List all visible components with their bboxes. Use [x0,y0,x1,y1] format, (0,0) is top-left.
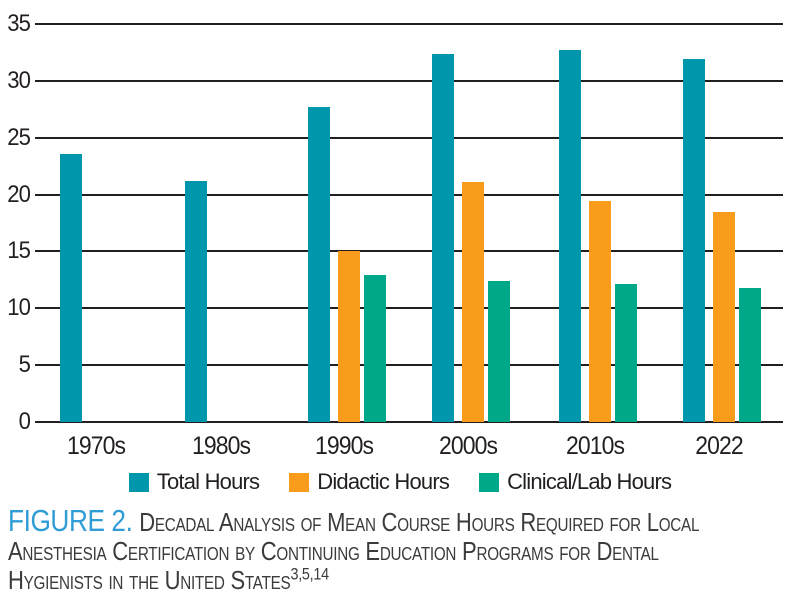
caption-text-line-2: Anesthesia Certification by Continuing E… [8,536,659,566]
bar-2022-total-hours [683,59,705,422]
caption-line-1: FIGURE 2. Decadal Analysis of Mean Course… [8,503,800,538]
bar-2010s-clinical-lab-hours [615,284,637,422]
figure-caption: FIGURE 2. Decadal Analysis of Mean Course… [8,503,800,595]
legend-swatch-icon [128,472,149,492]
y-axis-tick-5: 5 [18,351,31,378]
y-axis-tick-30: 30 [7,67,31,94]
legend-item-didactic-hours: Didactic Hours [289,469,450,495]
bar-2022-clinical-lab-hours [739,288,761,422]
chart-legend: Total Hours Didactic Hours Clinical/Lab Ho… [0,466,800,498]
caption-superscript: 3,5,14 [290,564,329,584]
gridline-y-30 [35,80,783,82]
y-axis-tick-20: 20 [7,181,31,208]
y-axis-tick-35: 35 [7,10,31,37]
x-axis-label-1990s: 1990s [314,432,374,460]
bar-2000s-didactic-hours [462,182,484,422]
bar-1990s-clinical-lab-hours [364,275,386,422]
legend-swatch-icon [289,472,310,492]
bar-2022-didactic-hours [713,212,735,422]
bar-1970s-total-hours [60,154,82,422]
bar-chart: 0 5 10 15 20 25 30 35 1970s 1980s 1990s 2000s 2010s 2… [7,10,783,460]
x-axis-label-2000s: 2000s [438,432,498,460]
legend-label: Didactic Hours [317,469,450,494]
legend-label: Clinical/Lab Hours [507,469,672,494]
legend-label: Total Hours [156,469,260,494]
bar-1990s-didactic-hours [338,251,360,422]
caption-text-line-1: Decadal Analysis of Mean Course Hours Re… [139,507,700,537]
bar-2010s-didactic-hours [589,201,611,422]
legend-swatch-icon [479,472,500,492]
gridline-y-0 [35,421,783,423]
x-axis-label-1980s: 1980s [191,432,251,460]
gridline-y-25 [35,137,783,139]
bar-1990s-total-hours [308,107,330,422]
gridline-y-15 [35,250,783,252]
gridline-y-20 [35,194,783,196]
caption-text-line-3: Hygienists in the United States [8,565,291,595]
y-axis-tick-15: 15 [7,237,31,264]
bar-2000s-total-hours [432,54,454,422]
bar-2000s-clinical-lab-hours [488,281,510,422]
x-axis-label-2022: 2022 [695,432,743,460]
gridline-y-35 [35,23,783,25]
caption-line-3: Hygienists in the United States3,5,14 [8,564,800,595]
gridline-y-5 [35,364,783,366]
y-axis-tick-0: 0 [18,408,31,435]
figure-label: FIGURE 2. [8,503,133,538]
x-axis-label-2010s: 2010s [565,432,625,460]
caption-line-2: Anesthesia Certification by Continuing E… [8,537,800,566]
bar-2010s-total-hours [559,50,581,422]
y-axis-tick-25: 25 [7,124,31,151]
x-axis-label-1970s: 1970s [66,432,126,460]
legend-item-clinical-lab-hours: Clinical/Lab Hours [479,469,672,495]
legend-item-total-hours: Total Hours [128,469,260,495]
bar-1980s-total-hours [185,181,207,422]
gridline-y-10 [35,307,783,309]
y-axis-tick-10: 10 [7,294,31,321]
